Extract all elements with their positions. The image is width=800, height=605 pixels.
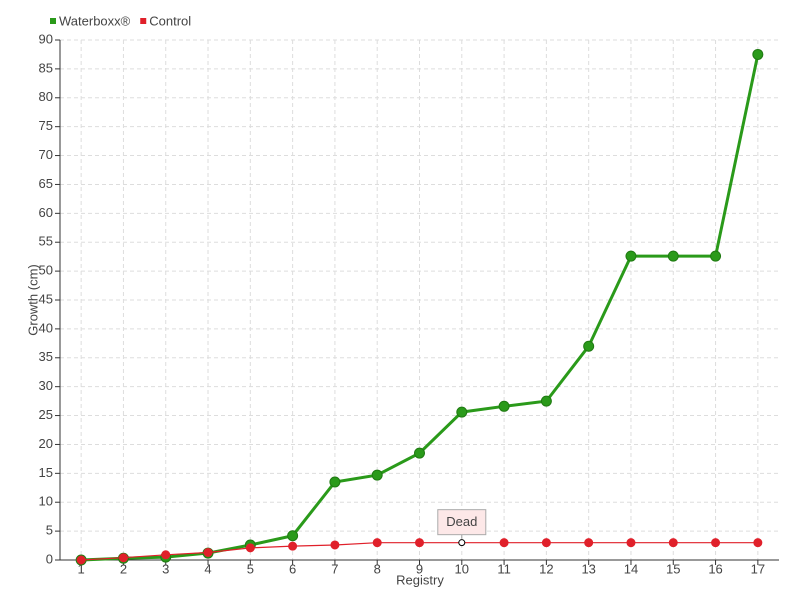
legend-swatch [140,18,147,24]
y-tick-label: 30 [39,378,53,393]
data-point [371,469,383,481]
data-point [498,400,510,412]
y-tick-label: 35 [39,349,53,364]
data-point [541,538,551,548]
data-point [118,553,128,563]
data-point [161,550,171,560]
x-tick-label: 8 [374,561,381,576]
x-tick-label: 14 [624,561,638,576]
y-tick-label: 80 [39,89,53,104]
data-point [583,340,595,352]
legend-label: Control [149,13,191,28]
data-point [668,538,678,548]
y-tick-label: 85 [39,60,53,75]
y-tick-label: 55 [39,234,53,249]
y-tick-label: 15 [39,465,53,480]
y-tick-label: 45 [39,291,53,306]
data-point [456,406,468,418]
y-tick-label: 50 [39,263,53,278]
x-tick-label: 10 [455,561,469,576]
x-tick-label: 17 [751,561,765,576]
legend-label: Waterboxx® [59,13,131,28]
x-tick-label: 3 [162,561,169,576]
x-tick-label: 7 [331,561,338,576]
y-tick-label: 90 [39,31,53,46]
x-tick-label: 5 [247,561,254,576]
data-point [372,538,382,548]
data-point [415,538,424,548]
data-point [330,540,340,550]
data-point [710,250,722,262]
y-tick-label: 75 [39,118,53,133]
x-tick-label: 2 [120,561,127,576]
data-point [626,538,636,548]
data-point [625,250,637,262]
x-tick-label: 4 [204,561,211,576]
data-point [76,555,86,565]
x-axis-label: Registry [396,572,444,587]
data-point [203,547,213,557]
y-tick-label: 60 [39,205,53,220]
data-point [584,538,594,548]
data-point [752,48,764,60]
data-point [711,538,721,548]
y-tick-label: 70 [39,147,53,162]
x-tick-label: 11 [497,561,511,576]
annotation-box [437,509,487,536]
y-tick-label: 40 [39,320,53,335]
data-point [329,476,341,488]
data-point [499,538,509,548]
x-tick-label: 16 [708,561,722,576]
data-point [288,541,298,551]
y-tick-label: 0 [46,551,53,566]
x-tick-label: 6 [289,561,296,576]
y-tick-label: 5 [46,523,53,538]
data-point [753,538,763,548]
annotation: Dead [446,514,477,529]
data-point [540,395,552,407]
y-tick-label: 10 [39,494,53,509]
x-tick-label: 12 [539,561,553,576]
y-tick-label: 25 [39,407,53,422]
y-tick-label: 65 [39,176,53,191]
data-point [245,543,255,553]
x-tick-label: 15 [666,561,680,576]
x-tick-label: 9 [416,561,423,576]
data-point [458,539,466,547]
y-tick-label: 20 [39,436,53,451]
data-point [287,530,299,542]
data-point [414,447,425,459]
legend-swatch [50,18,56,24]
y-axis-label: Growth (cm) [25,264,40,336]
x-tick-label: 1 [78,561,85,576]
data-point [667,250,679,262]
x-tick-label: 13 [581,561,595,576]
